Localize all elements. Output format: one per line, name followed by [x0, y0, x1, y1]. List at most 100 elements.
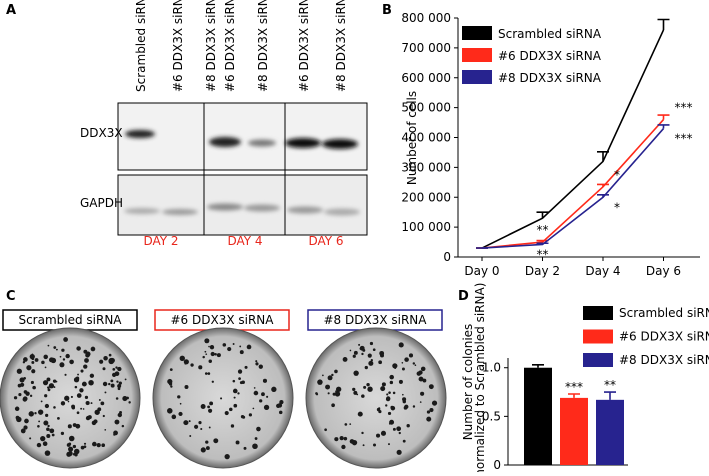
colony	[402, 439, 406, 443]
colony	[334, 369, 338, 374]
legend-swatch	[583, 306, 613, 320]
colony	[41, 360, 45, 365]
colony	[45, 413, 49, 417]
colony	[167, 378, 173, 385]
lane-label: #6 DDX3X siRNA	[223, 0, 237, 92]
colony	[204, 338, 210, 344]
blot	[117, 102, 368, 236]
colony	[239, 350, 244, 355]
colony	[115, 397, 119, 400]
colony	[47, 424, 50, 428]
lane-label: #8 DDX3X siRNA	[256, 0, 270, 92]
colony	[76, 411, 80, 415]
colony	[53, 346, 57, 349]
plate	[0, 327, 141, 469]
row-label: GAPDH	[80, 196, 123, 210]
panel-label: A	[6, 3, 16, 18]
colony	[128, 401, 131, 404]
colony	[113, 430, 118, 436]
significance: **	[537, 223, 549, 237]
colony	[422, 378, 427, 383]
colony	[385, 396, 391, 402]
colony-label: #6 DDX3X siRNA	[171, 313, 275, 327]
colony	[28, 411, 34, 417]
colony	[102, 367, 106, 371]
colony	[204, 372, 208, 375]
y-tick-label: 700 000	[401, 41, 451, 55]
colony	[353, 350, 358, 355]
colony	[80, 369, 84, 373]
colony	[59, 355, 62, 358]
significance: *	[614, 168, 620, 182]
colony	[386, 393, 389, 396]
colony	[34, 412, 37, 415]
colony	[380, 430, 387, 436]
colony	[224, 454, 230, 460]
colony	[55, 380, 58, 383]
colony	[389, 374, 394, 380]
colony	[73, 448, 80, 455]
colony	[14, 406, 20, 412]
colony	[198, 421, 202, 425]
colony	[83, 382, 87, 386]
colony	[398, 342, 404, 348]
colony	[342, 357, 348, 362]
colony	[431, 400, 438, 406]
colony	[255, 360, 258, 363]
colony	[224, 410, 229, 416]
colony	[46, 427, 50, 432]
colony	[362, 444, 365, 447]
colony	[102, 414, 105, 418]
colony	[420, 366, 426, 372]
colony	[31, 360, 35, 364]
colony	[190, 363, 194, 367]
colony	[74, 385, 78, 389]
colony	[51, 433, 55, 437]
colony	[222, 343, 227, 347]
colony	[429, 408, 434, 413]
colony	[322, 374, 324, 377]
colony	[52, 379, 57, 383]
colony	[83, 442, 87, 445]
colony	[177, 395, 181, 399]
colony	[32, 385, 36, 390]
colony	[110, 383, 115, 388]
colony	[363, 385, 367, 389]
colony	[72, 452, 76, 456]
colony	[351, 439, 358, 446]
colony	[394, 366, 397, 369]
colony	[29, 437, 32, 440]
colony	[26, 365, 32, 371]
colony	[367, 353, 372, 358]
colony	[114, 371, 120, 377]
colony	[369, 341, 374, 346]
colony	[388, 443, 390, 446]
legend-label: #6 DDX3X siRNA	[498, 49, 602, 63]
colony	[79, 388, 84, 393]
colony	[122, 396, 128, 402]
colony	[31, 357, 35, 360]
colony	[98, 399, 101, 401]
colony	[53, 406, 56, 409]
colony	[47, 386, 50, 389]
legend-label: #8 DDX3X siRNA	[619, 353, 709, 367]
colony	[29, 394, 33, 398]
colony	[368, 360, 374, 366]
y-tick-label: 0.5	[482, 409, 501, 423]
day-label: DAY 4	[227, 234, 262, 248]
colony	[46, 377, 51, 382]
colony	[117, 387, 121, 391]
colony	[357, 411, 363, 417]
colony	[194, 424, 199, 429]
colony	[44, 394, 48, 398]
colony	[262, 378, 268, 383]
colony	[331, 373, 334, 377]
colony	[370, 359, 373, 362]
colony	[117, 366, 122, 372]
colony	[248, 413, 253, 417]
colony	[385, 404, 388, 407]
colony	[243, 446, 247, 450]
legend-label: #8 DDX3X siRNA	[498, 71, 602, 85]
x-tick-label: Day 6	[646, 264, 681, 278]
colony	[361, 394, 365, 398]
